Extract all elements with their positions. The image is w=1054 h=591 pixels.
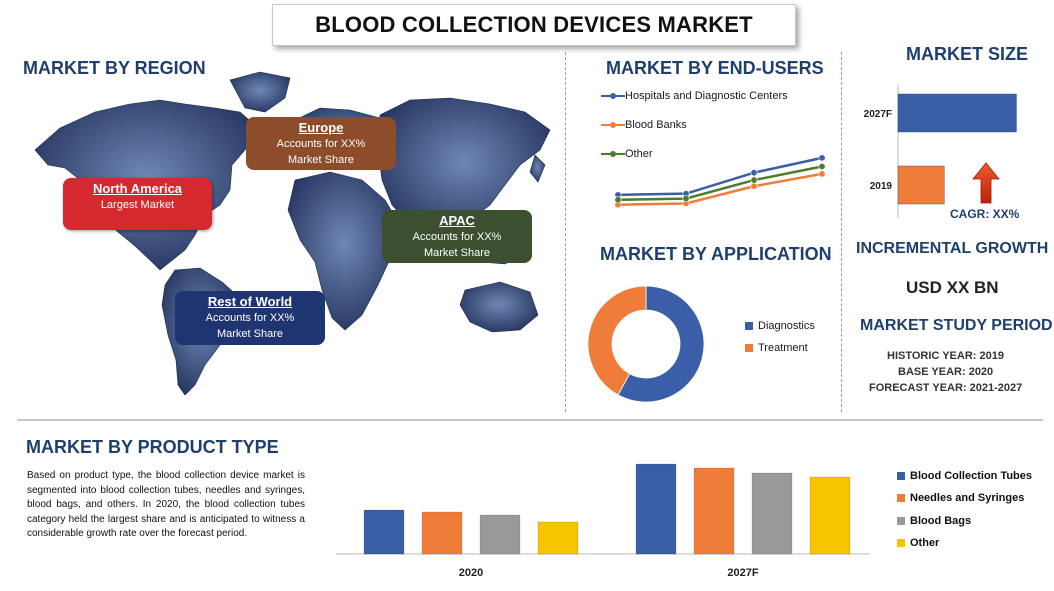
product-bar [751, 472, 793, 555]
data-point [682, 195, 690, 203]
legend-label-other-product: Other [910, 537, 940, 549]
series-line-1 [617, 172, 823, 206]
greenland-shape [229, 71, 291, 113]
legend-item-other-product: Other [897, 537, 939, 549]
donut-slice-treatment [587, 285, 647, 396]
application-heading: MARKET BY APPLICATION [600, 244, 832, 264]
legend-label-hospitals: Hospitals and Diagnostic Centers [625, 90, 788, 102]
product-bar [693, 467, 735, 555]
legend-label-treatment: Treatment [758, 342, 808, 354]
data-point [750, 169, 758, 177]
region-name-north-america: North America [92, 181, 183, 196]
series-line-2 [617, 165, 823, 202]
legend-marker-hospitals [601, 93, 625, 99]
legend-square-treatment [745, 344, 753, 352]
product-type-bar-chart: 2020 2027F [336, 463, 870, 579]
data-point [818, 162, 826, 170]
legend-label-other: Other [625, 148, 653, 160]
product-category-label: 2027F [727, 567, 758, 579]
product-bar [363, 509, 405, 555]
end-users-line-chart [614, 154, 826, 209]
historic-year: HISTORIC YEAR: 2019 [887, 350, 1004, 362]
forecast-year: FORECAST YEAR: 2021-2027 [869, 382, 1023, 394]
legend-square-other-product [897, 539, 905, 547]
region-europe: Europe Accounts for XX% Market Share [246, 117, 396, 170]
legend-item-treatment: Treatment [745, 342, 808, 354]
legend-item-hospitals: Hospitals and Diagnostic Centers [601, 90, 788, 102]
product-bar [421, 511, 463, 555]
region-north-america: North America Largest Market [63, 178, 212, 230]
legend-label-needles: Needles and Syringes [910, 492, 1025, 504]
data-point [750, 176, 758, 184]
base-year: BASE YEAR: 2020 [898, 366, 994, 378]
divider-left [565, 52, 566, 412]
legend-item-blood-collection-tubes: Blood Collection Tubes [897, 470, 1032, 482]
australia-shape [459, 281, 539, 333]
japan-shape [529, 154, 546, 183]
legend-item-diagnostics: Diagnostics [745, 320, 815, 332]
legend-item-blood-banks: Blood Banks [601, 119, 687, 131]
region-text-rest-of-world: Accounts for XX% Market Share [205, 312, 295, 340]
incremental-growth-heading: INCREMENTAL GROWTH [856, 240, 1049, 257]
legend-marker-blood-banks [601, 122, 625, 128]
end-users-heading: MARKET BY END-USERS [606, 58, 824, 78]
region-text-apac: Accounts for XX% Market Share [412, 231, 502, 259]
legend-marker-other [601, 151, 625, 157]
region-rest-of-world: Rest of World Accounts for XX% Market Sh… [175, 291, 325, 345]
size-bar-2027F [897, 93, 1017, 133]
page-title: BLOOD COLLECTION DEVICES MARKET [272, 4, 796, 46]
legend-label-tubes: Blood Collection Tubes [910, 470, 1033, 482]
legend-label-diagnostics: Diagnostics [758, 320, 815, 332]
series-line-0 [617, 156, 823, 197]
product-bar [809, 476, 851, 555]
region-name-europe: Europe [298, 120, 344, 135]
cagr-label: CAGR: XX% [950, 207, 1020, 221]
product-bar [537, 521, 579, 555]
data-point [818, 170, 826, 178]
data-point [614, 196, 622, 204]
legend-item-needles-syringes: Needles and Syringes [897, 492, 1024, 504]
data-point [818, 154, 826, 162]
divider-right [841, 52, 842, 412]
data-point [750, 182, 758, 190]
region-text-europe: Accounts for XX% Market Share [276, 138, 366, 166]
product-category-label: 2020 [459, 567, 483, 579]
study-period-heading: MARKET STUDY PERIOD [860, 317, 1053, 334]
asia-shape [377, 97, 551, 241]
legend-square-tubes [897, 472, 905, 480]
size-bar-2019 [897, 165, 945, 205]
region-heading: MARKET BY REGION [23, 58, 206, 78]
application-donut-chart [587, 285, 705, 403]
region-name-rest-of-world: Rest of World [207, 294, 293, 309]
product-description: Based on product type, the blood collect… [27, 470, 305, 540]
growth-arrow-icon [972, 162, 1000, 204]
legend-square-bags [897, 517, 905, 525]
legend-label-blood-banks: Blood Banks [625, 119, 687, 131]
legend-square-needles [897, 494, 905, 502]
size-tick-label: 2027F [864, 109, 892, 120]
region-text-north-america: Largest Market [100, 199, 175, 211]
legend-item-blood-bags: Blood Bags [897, 515, 971, 527]
size-tick-label: 2019 [870, 181, 893, 192]
market-size-bar-chart: 2027F 2019 [864, 85, 1017, 218]
legend-square-diagnostics [745, 322, 753, 330]
product-bar [479, 514, 521, 555]
legend-label-bags: Blood Bags [910, 515, 972, 527]
market-size-heading: MARKET SIZE [906, 44, 1029, 64]
region-apac: APAC Accounts for XX% Market Share [382, 210, 532, 263]
legend-item-other: Other [601, 148, 653, 160]
section-divider [17, 419, 1043, 421]
incremental-value: USD XX BN [906, 278, 999, 297]
product-bar [635, 463, 677, 555]
region-name-apac: APAC [439, 213, 475, 228]
donut-slice-diagnostics [617, 285, 705, 403]
africa-shape [287, 171, 401, 331]
product-heading: MARKET BY PRODUCT TYPE [26, 437, 279, 457]
